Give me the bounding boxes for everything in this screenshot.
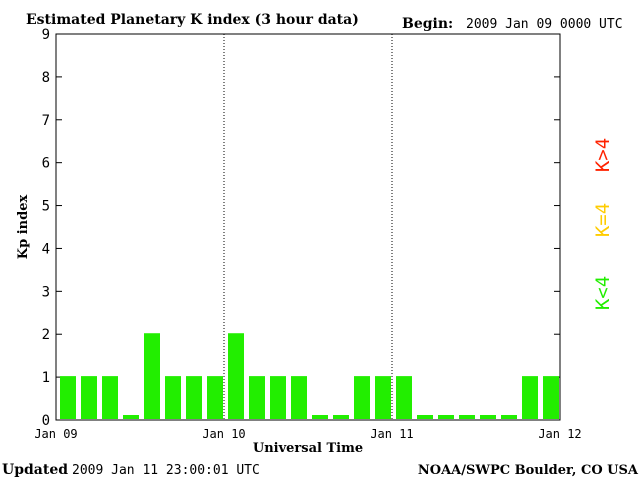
plot-frame [55, 33, 561, 421]
x-tick-label: Jan 12 [538, 427, 581, 441]
kp-bar [186, 376, 202, 419]
x-tick-label: Jan 11 [370, 427, 413, 441]
kp-bar [522, 376, 538, 419]
bar-series [60, 333, 559, 419]
begin-label: Begin: [402, 16, 453, 32]
updated-value: 2009 Jan 11 23:00:01 UTC [72, 463, 260, 478]
kp-bar [375, 376, 391, 419]
kp-bar [312, 415, 328, 419]
chart-title: Estimated Planetary K index (3 hour data… [26, 12, 359, 28]
y-tick-label: 7 [42, 113, 50, 129]
y-tick-label: 5 [42, 199, 50, 215]
kp-bar [480, 415, 496, 419]
kp-bar [144, 333, 160, 419]
kp-bar [207, 376, 223, 419]
kp-bar [60, 376, 76, 419]
kp-bar [501, 415, 517, 419]
source-credit: NOAA/SWPC Boulder, CO USA [418, 463, 639, 478]
legend-item: K=4 [592, 203, 614, 237]
x-axis-label: Universal Time [253, 441, 363, 456]
y-axis: 0 1 2 3 4 5 6 7 8 9 [42, 27, 560, 429]
kp-bar [333, 415, 349, 419]
legend-item: K<4 [592, 276, 614, 310]
y-tick-label: 9 [42, 27, 50, 43]
kp-bar [270, 376, 286, 419]
y-tick-label: 2 [42, 327, 50, 343]
kp-bar [354, 376, 370, 419]
y-tick-label: 0 [42, 413, 50, 429]
y-tick-label: 1 [42, 370, 50, 386]
kp-bar [459, 415, 475, 419]
kp-bar [438, 415, 454, 419]
x-tick-label: Jan 09 [34, 427, 77, 441]
x-tick-label: Jan 10 [202, 427, 245, 441]
legend-item: K>4 [592, 138, 614, 172]
kp-bar [81, 376, 97, 419]
kp-bar [165, 376, 181, 419]
legend: K>4 K=4 K<4 [592, 138, 614, 310]
kp-bar [543, 376, 559, 419]
kp-bar [291, 376, 307, 419]
kp-bar [102, 376, 118, 419]
begin-value: 2009 Jan 09 0000 UTC [466, 17, 623, 32]
y-axis-label: Kp index [16, 195, 31, 260]
kp-bar [123, 415, 139, 419]
x-axis: Jan 09 Jan 10 Jan 11 Jan 12 [34, 427, 581, 441]
y-tick-label: 3 [42, 284, 50, 300]
kp-bar [228, 333, 244, 419]
y-tick-label: 6 [42, 156, 50, 172]
day-dividers [223, 34, 393, 420]
updated-label: Updated [2, 462, 68, 478]
kp-bar [396, 376, 412, 419]
kp-bar [417, 415, 433, 419]
y-tick-label: 4 [42, 241, 50, 257]
y-tick-label: 8 [42, 70, 50, 86]
kp-bar [249, 376, 265, 419]
